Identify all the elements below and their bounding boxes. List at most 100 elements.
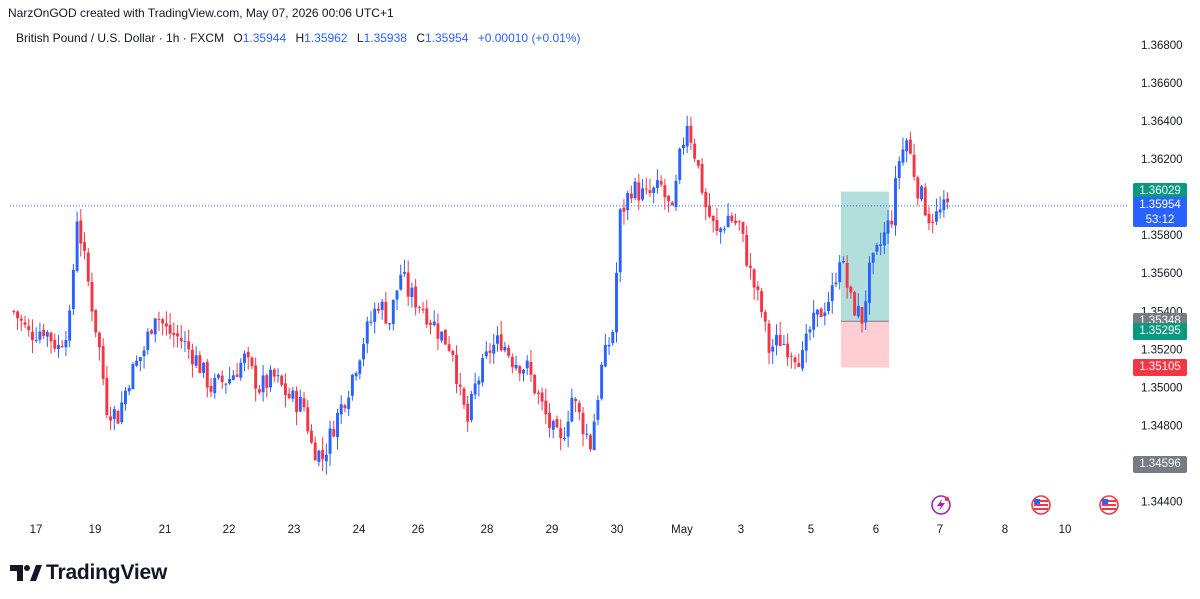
candle [455, 345, 458, 394]
candle [440, 331, 444, 344]
candle-body [838, 262, 842, 283]
candle-body [916, 177, 920, 199]
candle [812, 300, 816, 338]
candle [261, 364, 265, 402]
candle-body [395, 290, 399, 300]
lightning-event-icon[interactable] [931, 495, 951, 515]
candle-body [682, 144, 685, 149]
candle-body [306, 407, 310, 432]
candle-body [220, 375, 224, 383]
candle-body [49, 332, 53, 342]
candle-body [451, 350, 455, 355]
candle [934, 198, 938, 225]
candle-body [786, 343, 790, 358]
candle-body [748, 265, 752, 268]
candle [600, 361, 604, 401]
candle [637, 173, 641, 210]
candle-body [176, 333, 179, 337]
candle-body [533, 374, 537, 394]
candle-body [213, 377, 217, 394]
candle-body [228, 378, 232, 384]
candle-body [57, 345, 60, 350]
symbol-legend[interactable]: British Pound / U.S. Dollar · 1h · FXCM … [16, 31, 580, 45]
candle [473, 372, 477, 400]
candle [882, 221, 886, 255]
candle-body [734, 220, 737, 223]
price-tick-label: 1.34800 [1141, 421, 1183, 433]
candle [525, 355, 529, 375]
candle-body [124, 390, 127, 405]
candle [908, 131, 912, 155]
candle [700, 158, 704, 196]
candle [57, 334, 60, 358]
candle [395, 290, 399, 311]
us-flag-event-icon[interactable] [1031, 495, 1051, 515]
candle-body [775, 335, 778, 346]
profit-zone[interactable] [841, 191, 889, 322]
candle [518, 364, 522, 382]
us-flag-event-icon-2[interactable] [1099, 495, 1119, 515]
current-price-badge[interactable]: 1.35954 53:12 [1133, 197, 1187, 228]
tradingview-logo-text: TradingView [46, 561, 168, 584]
candle [499, 321, 503, 352]
candle-body [600, 364, 604, 399]
candle-body [637, 182, 641, 201]
symbol-name[interactable]: British Pound / U.S. Dollar · 1h · FXCM [16, 31, 225, 45]
candle [347, 390, 351, 417]
candle-body [109, 416, 113, 421]
candle-body [414, 286, 418, 308]
candle-body [16, 311, 20, 319]
candle-body [295, 391, 299, 412]
candle-body [566, 421, 570, 437]
candle [339, 395, 343, 424]
candle-body [603, 344, 607, 367]
candle [536, 390, 540, 405]
low-price-badge[interactable]: 1.34596 [1133, 455, 1187, 473]
candle [19, 314, 23, 332]
candle [845, 255, 849, 299]
candle [607, 337, 611, 355]
candle-body [19, 318, 23, 321]
candle-body [354, 373, 358, 377]
candle [789, 352, 793, 369]
candle-body [254, 365, 258, 389]
candle-body [830, 285, 834, 302]
tradingview-logo[interactable]: TradingView [10, 561, 167, 585]
candle [484, 341, 488, 360]
candle-body [276, 375, 280, 377]
candle-body [644, 188, 648, 190]
price-axis[interactable]: 1.344001.348001.350001.352001.354001.356… [1141, 40, 1183, 509]
close-price-badge[interactable]: 1.35295 [1133, 322, 1187, 340]
candle [380, 299, 384, 320]
candle [406, 260, 410, 306]
candle [317, 449, 321, 467]
candle [235, 363, 239, 378]
chart-header: NarzOnGOD created with TradingView.com, … [8, 6, 394, 20]
candle-body [641, 188, 644, 200]
candle [198, 350, 202, 374]
candle [209, 377, 213, 398]
candle [272, 367, 276, 382]
candle [655, 169, 659, 194]
economic-events[interactable] [931, 495, 1119, 515]
candle-body [670, 202, 674, 206]
candle-body [946, 198, 950, 203]
stop-price-badge[interactable]: 1.35105 [1133, 358, 1187, 376]
candle-body [324, 454, 328, 462]
time-axis[interactable]: 17 19 21 22 23 24 26 28 29 30 May 3 5 6 7 8 10 [30, 524, 1072, 536]
candle [243, 350, 246, 372]
candle-body [942, 199, 946, 211]
candle-body [514, 364, 518, 369]
candle-body [499, 334, 503, 351]
candle [187, 329, 191, 359]
candle-body [116, 410, 120, 424]
loss-zone[interactable] [841, 321, 889, 368]
candle [577, 400, 581, 421]
candle-body [589, 435, 592, 450]
candle-body [161, 319, 165, 324]
price-tick-label: 1.35600 [1141, 268, 1183, 280]
target-price-badge[interactable]: 1.36029 [1133, 183, 1187, 201]
candle-body [239, 362, 243, 378]
candle-body [112, 409, 116, 420]
